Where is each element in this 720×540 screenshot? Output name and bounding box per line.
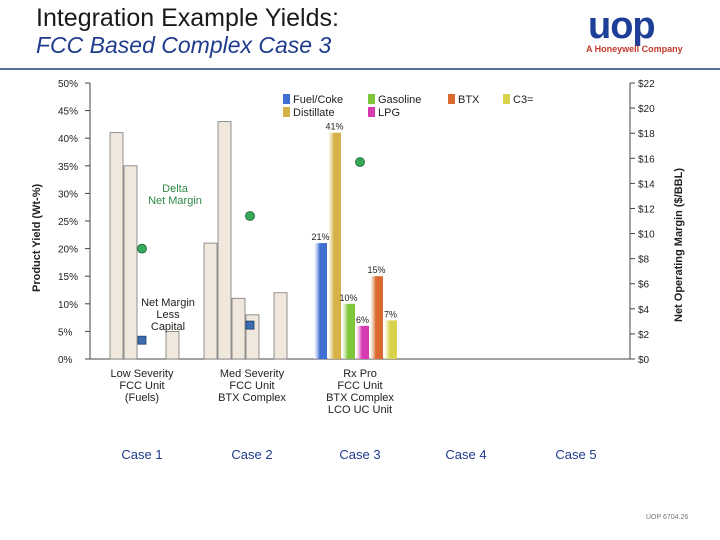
bar-case3-series-4: [356, 325, 369, 359]
left-tick-label: 30%: [58, 189, 78, 200]
left-tick-label: 25%: [58, 217, 78, 228]
net-margin-annotation: Capital: [151, 321, 185, 333]
legend-label: Fuel/Coke: [293, 94, 343, 106]
case-description: FCC Unit: [119, 380, 164, 392]
right-tick-label: $18: [638, 129, 655, 140]
right-tick-label: $10: [638, 230, 655, 241]
right-tick-label: $22: [638, 79, 655, 90]
bar-case3-series-5: [370, 276, 383, 359]
page-subtitle: FCC Based Complex Case 3: [36, 32, 332, 58]
left-tick-label: 40%: [58, 134, 78, 145]
bar-case3-series-2: [328, 132, 341, 359]
right-axis-title: Net Operating Margin ($/BBL): [673, 168, 685, 322]
case-description: LCO UC Unit: [328, 404, 392, 416]
delta-margin-annotation: Net Margin: [148, 195, 202, 207]
bar-case2-series-1: [203, 242, 218, 360]
legend-label: Gasoline: [378, 94, 421, 106]
case-label: Case 1: [121, 447, 162, 462]
left-tick-label: 45%: [58, 107, 78, 118]
footer-code: UOP 6704.26: [646, 514, 689, 521]
right-tick-label: $20: [638, 104, 655, 115]
case-label: Case 3: [339, 447, 380, 462]
delta-margin-marker: [355, 157, 365, 167]
legend-label: LPG: [378, 107, 400, 119]
right-tick-label: $16: [638, 154, 655, 165]
left-tick-label: 0%: [58, 355, 73, 366]
case-label: Case 4: [445, 447, 486, 462]
bar-case2-series-2: [217, 121, 232, 360]
bar-case3-series-3: [342, 303, 355, 359]
right-tick-label: $8: [638, 255, 650, 266]
value-label-case3: 10%: [339, 293, 357, 303]
delta-margin-marker: [245, 211, 255, 221]
left-tick-label: 15%: [58, 272, 78, 283]
case-label: Case 2: [231, 447, 272, 462]
left-axis-title: Product Yield (Wt-%): [31, 184, 43, 293]
bar-case1-series-2: [109, 132, 124, 360]
case-description: (Fuels): [125, 392, 159, 404]
case-description: BTX Complex: [326, 392, 394, 404]
net-margin-marker: [245, 320, 255, 330]
value-label-case3: 7%: [384, 309, 397, 319]
bar-case3-series-1: [314, 243, 327, 359]
left-tick-label: 20%: [58, 245, 78, 256]
case-description: FCC Unit: [337, 380, 382, 392]
delta-margin-annotation: Delta: [162, 183, 189, 195]
logo-tagline: A Honeywell Company: [586, 44, 683, 54]
case-description: BTX Complex: [218, 392, 286, 404]
legend-label: BTX: [458, 94, 480, 106]
value-label-case3: 21%: [311, 232, 329, 242]
bar-case1-series-3: [123, 165, 138, 360]
right-tick-label: $12: [638, 204, 655, 215]
case-description: FCC Unit: [229, 380, 274, 392]
left-tick-label: 50%: [58, 79, 78, 90]
legend-swatch: [448, 94, 455, 104]
legend-swatch: [368, 94, 375, 104]
header-divider: [0, 68, 720, 70]
bar-case2-series-3: [231, 297, 246, 360]
legend-swatch: [368, 107, 375, 117]
case-description: Rx Pro: [343, 368, 377, 380]
left-tick-label: 5%: [58, 327, 73, 338]
left-tick-label: 35%: [58, 162, 78, 173]
net-margin-annotation: Less: [156, 309, 180, 321]
legend-label: C3=: [513, 94, 534, 106]
uop-logo: uop: [588, 5, 656, 47]
right-tick-label: $4: [638, 305, 650, 316]
right-tick-label: $6: [638, 280, 650, 291]
bar-case1-series-6: [165, 330, 180, 360]
net-margin-marker: [137, 335, 147, 345]
bar-case2-series-6: [273, 292, 288, 360]
case-description: Low Severity: [111, 368, 174, 380]
value-label-case3: 41%: [325, 122, 343, 132]
legend-swatch: [283, 94, 290, 104]
right-tick-label: $14: [638, 179, 655, 190]
bar-case3-series-6: [384, 320, 397, 359]
case-description: Med Severity: [220, 368, 285, 380]
value-label-case3: 6%: [356, 315, 369, 325]
legend-swatch: [503, 94, 510, 104]
right-tick-label: $2: [638, 330, 650, 341]
right-tick-label: $0: [638, 355, 650, 366]
legend-swatch: [283, 107, 290, 117]
value-label-case3: 15%: [367, 265, 385, 275]
net-margin-annotation: Net Margin: [141, 297, 195, 309]
page-title: Integration Example Yields:: [36, 4, 339, 32]
delta-margin-marker: [137, 243, 147, 254]
case-label: Case 5: [555, 447, 596, 462]
legend-label: Distillate: [293, 107, 335, 119]
left-tick-label: 10%: [58, 300, 78, 311]
